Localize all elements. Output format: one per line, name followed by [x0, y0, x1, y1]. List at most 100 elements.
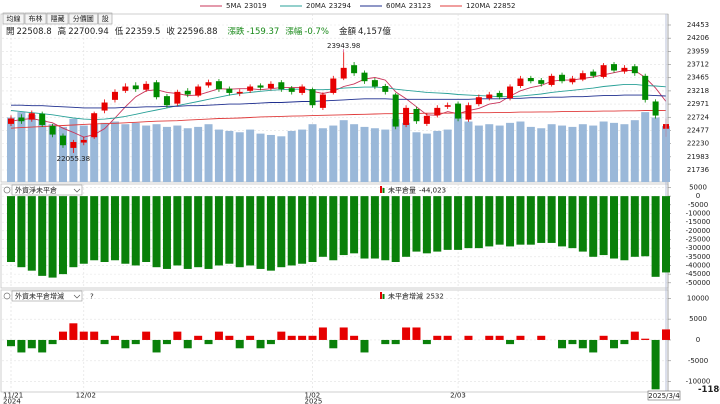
cursor-date-box — [647, 390, 681, 401]
bar — [58, 331, 67, 340]
bar — [100, 339, 109, 345]
bar — [370, 196, 379, 259]
bar — [350, 196, 359, 254]
candle-body — [267, 83, 274, 89]
dropdown-arrow[interactable] — [73, 294, 81, 299]
volume-bar — [630, 120, 639, 182]
volume-bar — [225, 130, 234, 182]
volume-bar — [391, 118, 400, 182]
legend-name: 未平倉量 — [388, 185, 416, 194]
candle-body — [153, 82, 160, 98]
volume-bar — [100, 122, 109, 182]
bar — [516, 335, 525, 340]
bar — [318, 327, 327, 340]
volume-bar — [610, 122, 619, 182]
bar — [277, 331, 286, 340]
volume-bar — [131, 122, 140, 182]
info-label: 高 — [58, 26, 67, 37]
volume-bar — [194, 126, 203, 182]
volume-bar — [495, 125, 504, 182]
candle-body — [132, 85, 139, 90]
bar — [620, 339, 629, 345]
bar — [298, 335, 307, 340]
candle-body — [590, 71, 597, 76]
panel-selector[interactable] — [11, 184, 83, 196]
volume-bar — [370, 128, 379, 182]
y-tick-label: 24453 — [687, 21, 709, 29]
candle-body — [319, 94, 326, 108]
info-label: 漲跌 — [228, 26, 246, 37]
tab-label[interactable]: 隱藏 — [51, 14, 65, 23]
candle-body — [444, 105, 451, 107]
volume-bar — [173, 125, 182, 182]
tab-label[interactable]: 均線 — [7, 14, 21, 23]
panel-icon[interactable] — [3, 186, 11, 194]
y-tick-label: 23465 — [687, 74, 709, 82]
bar — [27, 339, 36, 349]
legend-name: 未平倉增減 — [388, 291, 423, 300]
y-tick-label: 10000 — [687, 294, 709, 302]
candle-body — [652, 101, 659, 116]
bar — [422, 196, 431, 254]
candle-body — [163, 96, 170, 106]
tab-label[interactable]: 分價圖 — [73, 14, 94, 23]
candle-body — [205, 82, 212, 86]
candle-body — [278, 82, 285, 90]
candle-body — [91, 113, 98, 138]
bar — [69, 323, 78, 340]
tab[interactable] — [2, 12, 25, 25]
y-tick-label: -45000 — [686, 270, 711, 278]
tab-label[interactable]: 布林 — [29, 14, 43, 23]
bar — [630, 331, 639, 340]
info-label: 收 — [166, 26, 175, 37]
bar — [100, 196, 109, 262]
volume-bar — [651, 117, 660, 182]
panel-selector[interactable] — [11, 290, 83, 302]
candle-body — [569, 78, 576, 83]
bar — [402, 327, 411, 340]
y-tick-label: -5000 — [688, 201, 708, 209]
bar — [214, 331, 223, 340]
info-label: 低 — [115, 26, 124, 37]
bar — [142, 196, 151, 262]
candle-body — [486, 94, 493, 99]
info-row: 開 22508.8 高 22700.94 低 22359.5 收 22596.88 漲跌 -159… — [6, 26, 391, 37]
volume-bar — [402, 122, 411, 182]
x-tick-label: 2/03 — [450, 392, 466, 400]
volume-bar — [360, 126, 369, 182]
bar — [69, 196, 78, 268]
panel-icon[interactable] — [3, 292, 11, 300]
volume-bar — [506, 122, 515, 182]
x-tick-label: 11/21 — [3, 392, 23, 400]
bar — [17, 339, 26, 353]
tab-label[interactable]: 設 — [102, 14, 109, 23]
tab[interactable] — [24, 12, 47, 25]
bar — [256, 196, 265, 269]
volume-bar — [443, 129, 452, 182]
volume-bar — [568, 126, 577, 182]
dropdown-arrow[interactable] — [73, 188, 81, 193]
bar — [485, 335, 494, 340]
x-year-label: 2024 — [3, 398, 21, 404]
volume-bar — [152, 124, 161, 182]
y-tick-label: 5000 — [689, 183, 707, 191]
bar — [90, 196, 99, 261]
bar — [204, 339, 213, 345]
bar — [506, 339, 515, 345]
bar — [495, 196, 504, 245]
bar — [298, 196, 307, 264]
candle-body — [475, 97, 482, 105]
y-tick-label: -25000 — [686, 235, 711, 243]
tab[interactable] — [46, 12, 69, 25]
bar — [173, 196, 182, 266]
volume-bar — [599, 121, 608, 182]
bar — [194, 335, 203, 340]
panel-title[interactable]: 外資未平倉增減 — [15, 291, 64, 300]
tab[interactable] — [68, 12, 98, 25]
candle-body — [538, 80, 545, 84]
panel-title[interactable]: 外資淨未平倉 — [15, 185, 57, 194]
tab[interactable] — [98, 12, 113, 25]
candle-body — [18, 117, 25, 122]
bar — [287, 335, 296, 340]
bar — [589, 339, 598, 353]
